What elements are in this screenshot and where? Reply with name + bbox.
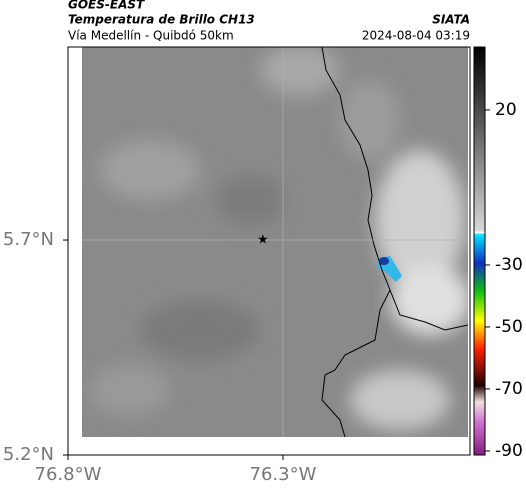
imagery — [82, 47, 468, 437]
marker: ★ — [257, 233, 269, 248]
satellite: GOES-EAST — [68, 0, 145, 12]
colorbar-tick-label: -70 — [495, 379, 523, 399]
x-tick-label: 76.8°W — [35, 464, 102, 485]
map-frame — [67, 46, 471, 456]
colorbar-tick-label: 20 — [495, 100, 517, 120]
colorbar — [473, 46, 486, 456]
datetime: 2024-08-04 03:19 — [362, 29, 470, 43]
colorbar-tick-label: -30 — [495, 255, 523, 275]
colorbar-tick-label: -90 — [495, 441, 523, 461]
y-tick-label: 5.7°N — [3, 229, 54, 250]
region: Vía Medellín - Quibdó 50km — [68, 29, 234, 43]
source: SIATA — [432, 13, 470, 27]
y-tick-label: 5.2°N — [3, 444, 54, 465]
x-tick-label: 76.3°W — [250, 464, 317, 485]
product: Temperatura de Brillo CH13 — [68, 13, 255, 27]
colorbar-tick-label: -50 — [495, 317, 523, 337]
